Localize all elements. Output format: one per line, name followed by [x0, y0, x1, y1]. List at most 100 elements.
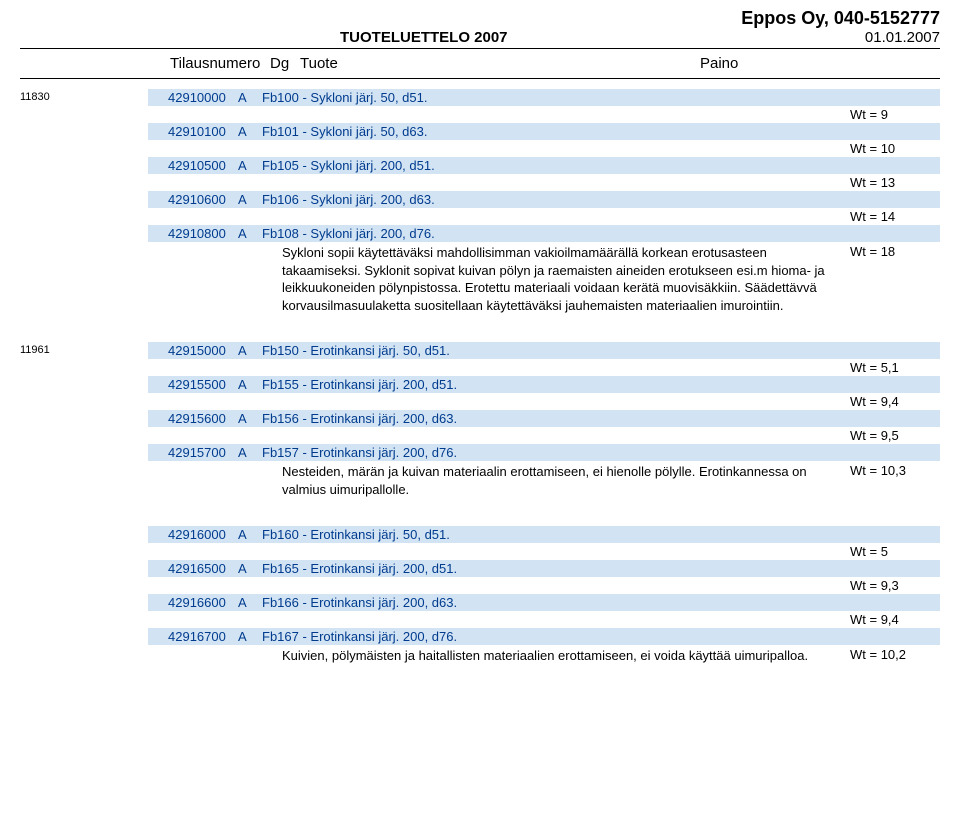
description-text: Kuivien, pölymäisten ja haitallisten mat… [282, 647, 850, 665]
product-row: 42916700AFb167 - Erotinkansi järj. 200, … [148, 628, 940, 645]
weight-line: Wt = 9,5 [148, 428, 940, 443]
product-code: 42915000 [148, 343, 238, 358]
product-code: 42910000 [148, 90, 238, 105]
product-dg: A [238, 377, 262, 392]
product-group: 1196142915000AFb150 - Erotinkansi järj. … [20, 342, 940, 498]
weight-line: Wt = 10 [148, 141, 940, 156]
weight-line: Wt = 9,3 [148, 578, 940, 593]
company-block: Eppos Oy, 040-5152777 01.01.2007 [741, 8, 940, 46]
product-row: 42915000AFb150 - Erotinkansi järj. 50, d… [148, 342, 940, 359]
picture-id [20, 526, 148, 665]
product-dg: A [238, 411, 262, 426]
product-dg: A [238, 343, 262, 358]
weight-line: Wt = 9 [148, 107, 940, 122]
header: TUOTELUETTELO 2007 Eppos Oy, 040-5152777… [20, 8, 940, 46]
weight-value: Wt = 9,3 [850, 578, 940, 593]
product-code: 42915600 [148, 411, 238, 426]
product-code: 42910800 [148, 226, 238, 241]
weight-value: Wt = 9,4 [850, 612, 940, 627]
product-desc: Fb167 - Erotinkansi järj. 200, d76. [262, 629, 940, 644]
page: TUOTELUETTELO 2007 Eppos Oy, 040-5152777… [0, 0, 960, 713]
product-dg: A [238, 595, 262, 610]
product-row: 42915600AFb156 - Erotinkansi järj. 200, … [148, 410, 940, 427]
product-code: 42910100 [148, 124, 238, 139]
catalog-date: 01.01.2007 [741, 29, 940, 46]
weight-value: Wt = 9 [850, 107, 940, 122]
weight-value: Wt = 9,4 [850, 394, 940, 409]
product-row: 42910600AFb106 - Sykloni järj. 200, d63. [148, 191, 940, 208]
product-row: 42910000AFb100 - Sykloni järj. 50, d51. [148, 89, 940, 106]
col-order: Tilausnumero [170, 55, 270, 72]
description-block: Kuivien, pölymäisten ja haitallisten mat… [148, 647, 940, 665]
wt-spacer [148, 209, 850, 224]
description-block: Nesteiden, märän ja kuivan materiaalin e… [148, 463, 940, 498]
product-desc: Fb100 - Sykloni järj. 50, d51. [262, 90, 940, 105]
product-code: 42916000 [148, 527, 238, 542]
product-desc: Fb160 - Erotinkansi järj. 50, d51. [262, 527, 940, 542]
product-dg: A [238, 90, 262, 105]
product-desc: Fb166 - Erotinkansi järj. 200, d63. [262, 595, 940, 610]
wt-spacer [148, 107, 850, 122]
product-code: 42915700 [148, 445, 238, 460]
picture-id: 11830 [20, 89, 148, 314]
rule-top [20, 48, 940, 49]
wt-spacer [148, 141, 850, 156]
product-desc: Fb150 - Erotinkansi järj. 50, d51. [262, 343, 940, 358]
weight-line: Wt = 13 [148, 175, 940, 190]
product-code: 42916500 [148, 561, 238, 576]
product-groups: 1183042910000AFb100 - Sykloni järj. 50, … [20, 89, 940, 665]
content-col: 42910000AFb100 - Sykloni järj. 50, d51.W… [148, 89, 940, 314]
product-desc: Fb155 - Erotinkansi järj. 200, d51. [262, 377, 940, 392]
wt-spacer [148, 360, 850, 375]
col-dg: Dg [270, 55, 300, 72]
product-desc: Fb108 - Sykloni järj. 200, d76. [262, 226, 940, 241]
product-code: 42915500 [148, 377, 238, 392]
wt-spacer [148, 394, 850, 409]
product-desc: Fb105 - Sykloni järj. 200, d51. [262, 158, 940, 173]
desc-spacer [148, 647, 282, 665]
product-row: 42915500AFb155 - Erotinkansi järj. 200, … [148, 376, 940, 393]
column-headers: Tilausnumero Dg Tuote Paino [170, 55, 940, 72]
weight-value: Wt = 13 [850, 175, 940, 190]
row-set: 1183042910000AFb100 - Sykloni järj. 50, … [20, 89, 940, 314]
description-text: Sykloni sopii käytettäväksi mahdollisimm… [282, 244, 850, 314]
weight-value: Wt = 5 [850, 544, 940, 559]
weight-line: Wt = 14 [148, 209, 940, 224]
product-desc: Fb157 - Erotinkansi järj. 200, d76. [262, 445, 940, 460]
wt-spacer [148, 578, 850, 593]
product-code: 42910600 [148, 192, 238, 207]
product-desc: Fb106 - Sykloni järj. 200, d63. [262, 192, 940, 207]
desc-spacer [148, 244, 282, 314]
product-dg: A [238, 445, 262, 460]
weight-value: Wt = 5,1 [850, 360, 940, 375]
product-code: 42916600 [148, 595, 238, 610]
row-set: 1196142915000AFb150 - Erotinkansi järj. … [20, 342, 940, 498]
weight-line: Wt = 5 [148, 544, 940, 559]
product-row: 42916000AFb160 - Erotinkansi järj. 50, d… [148, 526, 940, 543]
picture-id: 11961 [20, 342, 148, 498]
product-code: 42916700 [148, 629, 238, 644]
product-desc: Fb165 - Erotinkansi järj. 200, d51. [262, 561, 940, 576]
row-set: 42916000 A Fb160 - Erotinkansi järj. 50, d… [20, 526, 940, 665]
product-row: 42916600AFb166 - Erotinkansi järj. 200, … [148, 594, 940, 611]
col-product: Tuote [300, 55, 700, 72]
product-row: 42916500AFb165 - Erotinkansi järj. 200, … [148, 560, 940, 577]
description-text: Nesteiden, märän ja kuivan materiaalin e… [282, 463, 850, 498]
company-name: Eppos Oy, 040-5152777 [741, 8, 940, 29]
product-row: 42910800AFb108 - Sykloni järj. 200, d76. [148, 225, 940, 242]
product-dg: A [238, 561, 262, 576]
catalog-title: TUOTELUETTELO 2007 [340, 29, 508, 46]
product-code: 42910500 [148, 158, 238, 173]
wt-spacer [148, 544, 850, 559]
content-col: 42915000AFb150 - Erotinkansi järj. 50, d… [148, 342, 940, 498]
rule-under-headers [20, 78, 940, 79]
product-dg: A [238, 629, 262, 644]
wt-spacer [148, 175, 850, 190]
col-weight: Paino [700, 55, 780, 72]
description-weight: Wt = 10,2 [850, 647, 940, 665]
weight-value: Wt = 14 [850, 209, 940, 224]
content-col: 42916000 A Fb160 - Erotinkansi järj. 50, d… [148, 526, 940, 665]
product-row: 42910100AFb101 - Sykloni järj. 50, d63. [148, 123, 940, 140]
product-dg: A [238, 124, 262, 139]
wt-spacer [148, 612, 850, 627]
